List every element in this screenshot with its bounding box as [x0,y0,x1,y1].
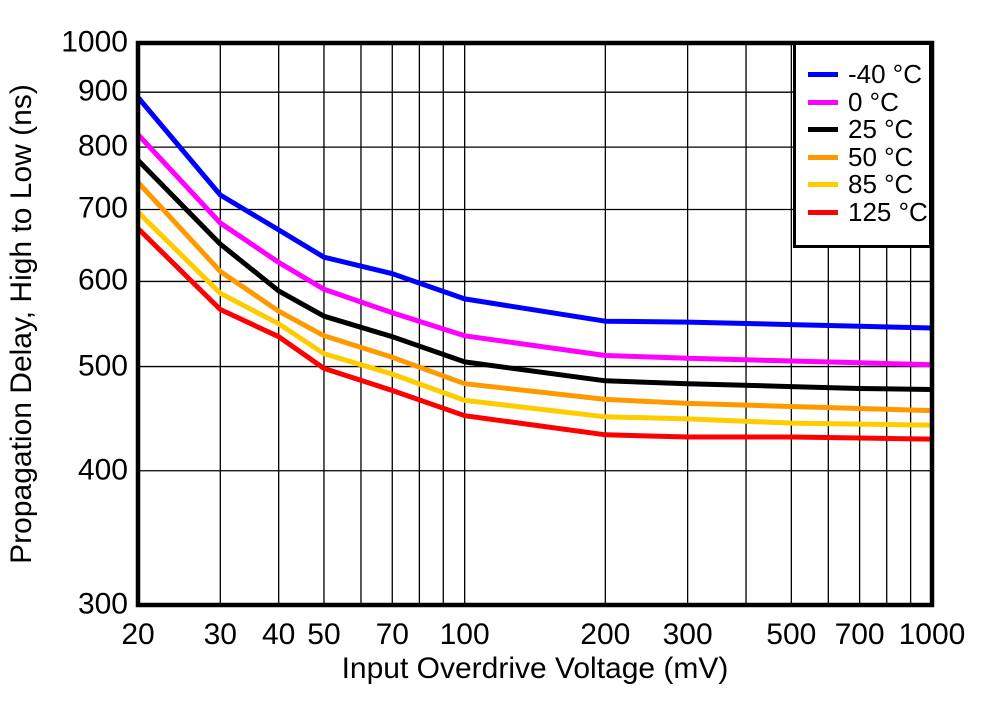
legend-line-swatch [808,182,838,188]
legend-item: 85 °C [796,169,929,200]
x-tick-label-100: 100 [439,618,490,651]
x-tick-label-500: 500 [766,618,817,651]
series-line-50-°C [136,180,933,414]
y-tick-label-600: 600 [77,263,128,297]
legend-item: 25 °C [796,114,929,145]
legend-label: 50 °C [848,141,914,172]
y-tick-label-800: 800 [77,129,128,163]
x-tick-label-40: 40 [261,618,296,651]
legend-label: -40 °C [848,59,922,90]
legend-label: 0 °C [848,86,899,117]
series-line-0-°C [136,132,933,368]
x-tick-label-70: 70 [375,618,409,651]
series-line-85-°C [136,210,933,428]
legend-line-swatch [808,72,838,78]
plot-frame [135,40,935,608]
legend-line-swatch [808,154,838,160]
y-tick-label-500: 500 [77,348,128,382]
y-tick-label-900: 900 [77,74,128,108]
x-tick-label-300: 300 [662,618,713,651]
legend-item: 0 °C [796,86,929,117]
legend-line-swatch [808,127,838,133]
x-tick-label-20: 20 [121,618,155,651]
y-tick-label-400: 400 [77,453,128,487]
legend-item: 125 °C [796,196,929,227]
y-tick-label-700: 700 [77,191,128,225]
legend-label: 85 °C [848,169,914,200]
legend-line-swatch [808,99,838,105]
series-line-125-°C [136,226,933,442]
series-line--40-°C [136,95,933,331]
x-tick-label-30: 30 [203,618,237,651]
series-line-25-°C [136,158,933,392]
legend-item: 50 °C [796,141,929,172]
legend-item: -40 °C [796,59,929,90]
y-tick-label-300: 300 [77,587,128,621]
x-tick-label-1000: 1000 [898,618,966,651]
legend-line-swatch [808,209,838,215]
legend-label: 25 °C [848,114,914,145]
x-tick-label-50: 50 [307,618,341,651]
legend-label: 125 °C [848,196,928,227]
y-tick-label-1000: 1000 [61,25,128,59]
y-axis-title: Propagation Delay, High to Low (ns) [5,84,38,564]
legend: -40 °C 0 °C 25 °C 50 °C 85 °C 125 °C [793,42,932,248]
x-tick-label-700: 700 [834,618,885,651]
x-axis-title: Input Overdrive Voltage (mV) [341,652,729,685]
x-tick-label-200: 200 [580,618,631,651]
